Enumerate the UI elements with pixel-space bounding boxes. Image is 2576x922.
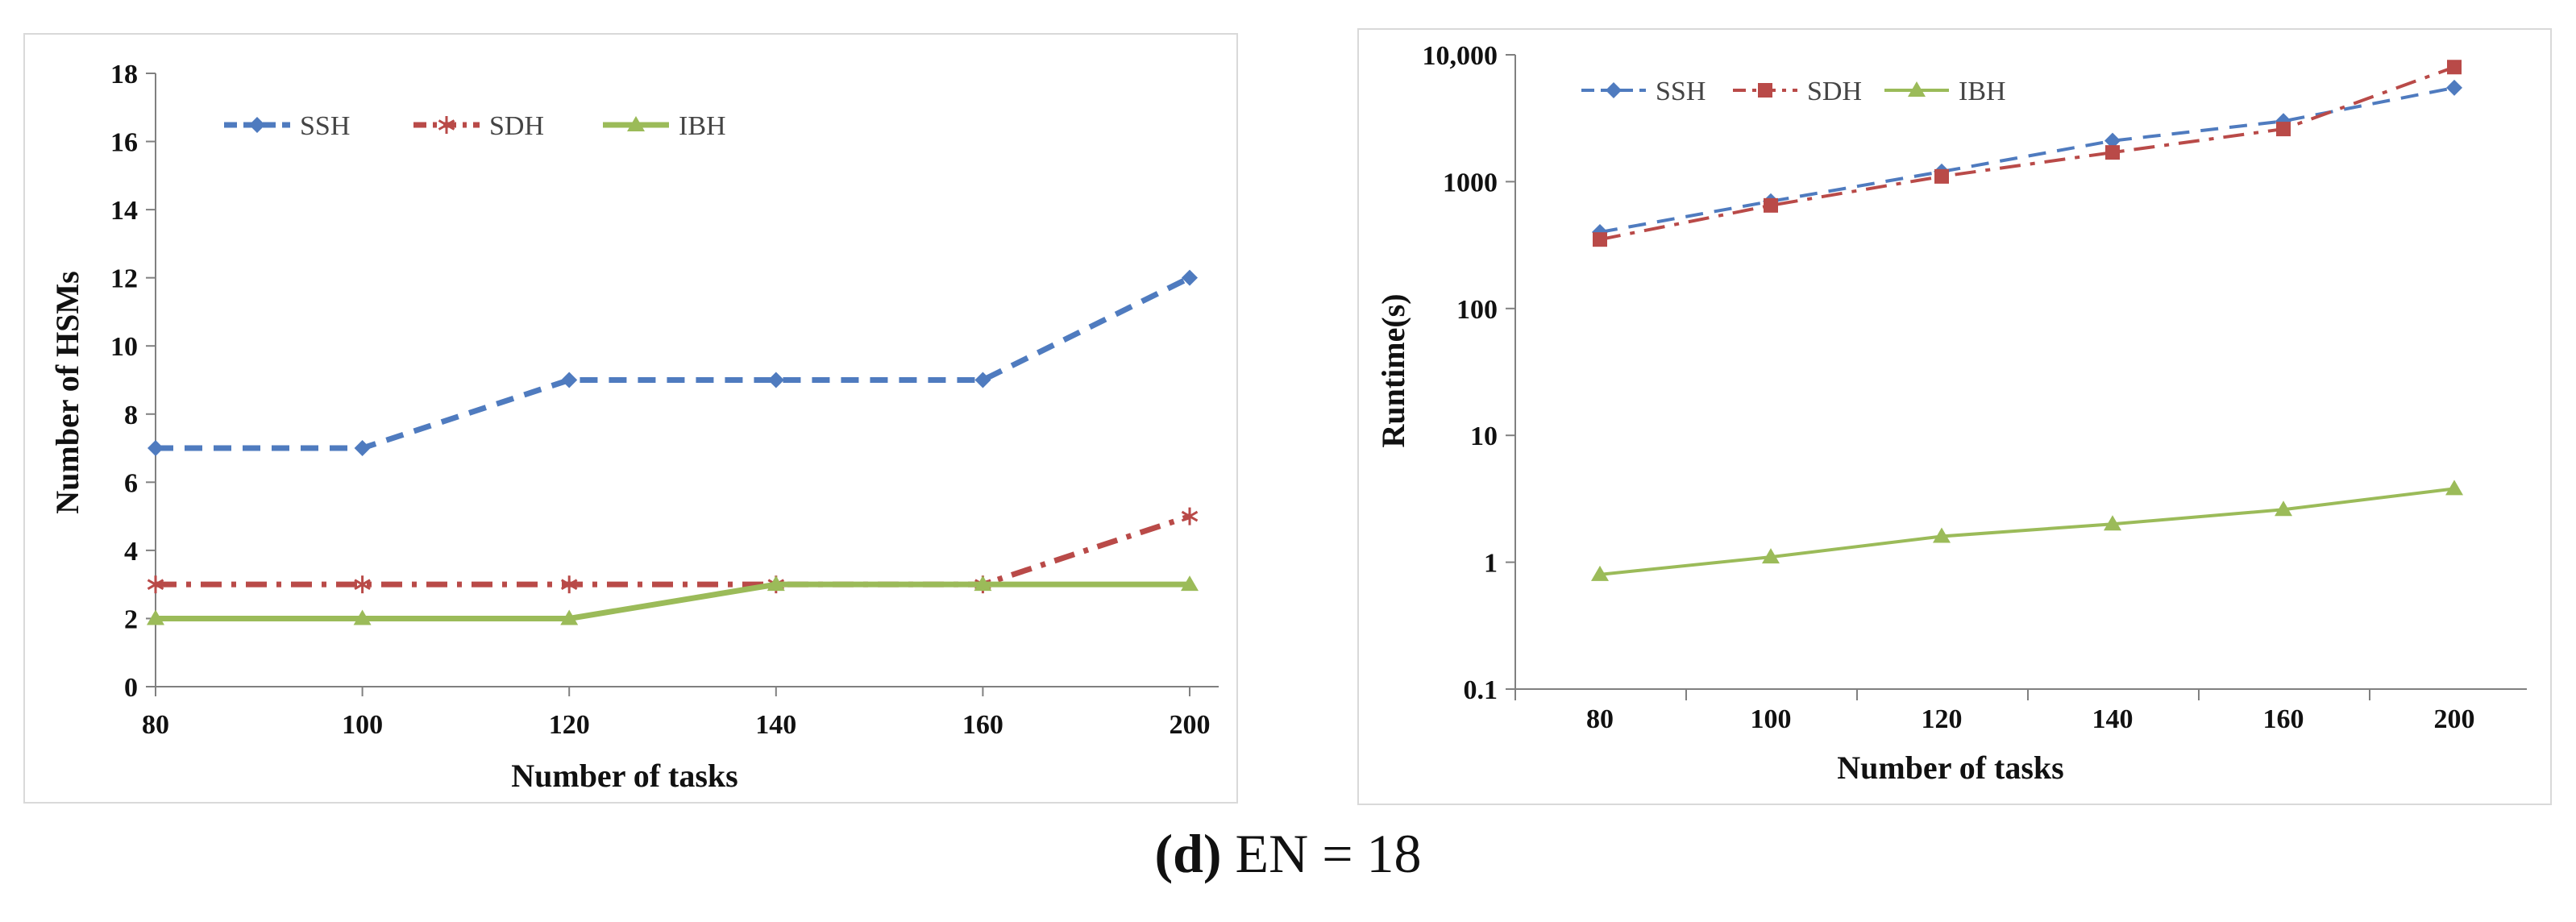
series-ibh-point bbox=[2104, 515, 2121, 531]
chart-frame bbox=[1357, 28, 2552, 805]
caption-text: EN = 18 bbox=[1235, 823, 1422, 884]
x-axis-title: Number of tasks bbox=[511, 758, 738, 794]
y-tick-label: 1000 bbox=[1443, 168, 1498, 197]
y-tick-label: 100 bbox=[1456, 295, 1498, 325]
series-ssh-point bbox=[147, 440, 164, 457]
series-ibh-point bbox=[974, 575, 992, 592]
legend-sdh-marker bbox=[1758, 83, 1772, 98]
y-tick-label: 0.1 bbox=[1464, 675, 1498, 705]
series-ssh-point bbox=[2104, 132, 2121, 149]
series-sdh-point bbox=[354, 575, 371, 594]
y-tick-label: 10 bbox=[110, 332, 138, 362]
series-ibh-point bbox=[767, 575, 785, 592]
legend-sdh-label: SDH bbox=[489, 111, 544, 141]
x-tick-label: 140 bbox=[755, 710, 796, 740]
caption-label: (d) bbox=[1154, 823, 1222, 884]
legend-ibh-marker bbox=[627, 116, 645, 131]
y-tick-label: 12 bbox=[110, 264, 138, 294]
legend-ssh-marker bbox=[249, 117, 265, 133]
series-sdh-line bbox=[156, 513, 1191, 588]
x-tick-label: 120 bbox=[1922, 704, 1963, 734]
series-ibh-point bbox=[2445, 480, 2463, 496]
series-ssh-point bbox=[2446, 79, 2462, 96]
y-tick-label: 6 bbox=[124, 468, 138, 498]
x-tick-label: 80 bbox=[142, 710, 169, 740]
y-tick-label: 16 bbox=[110, 128, 138, 158]
legend-ssh-marker bbox=[1606, 82, 1622, 98]
series-ibh-point bbox=[1181, 575, 1199, 592]
series-ssh-line bbox=[1599, 85, 2455, 235]
y-tick-label: 4 bbox=[124, 537, 138, 567]
series-ibh-point bbox=[1933, 527, 1951, 543]
series-ibh-point bbox=[1591, 565, 1609, 581]
x-tick-label: 200 bbox=[1170, 710, 1211, 740]
legend-ssh-label: SSH bbox=[300, 111, 350, 141]
figure-caption: (d) EN = 18 bbox=[0, 822, 2576, 886]
series-ssh-point bbox=[1182, 269, 1198, 286]
y-tick-label: 10,000 bbox=[1423, 41, 1498, 71]
y-tick-label: 18 bbox=[110, 60, 138, 89]
y-tick-label: 10 bbox=[1470, 422, 1498, 451]
x-tick-label: 160 bbox=[962, 710, 1003, 740]
series-ibh-line bbox=[156, 581, 1190, 621]
series-ssh-point bbox=[354, 440, 371, 457]
y-tick-label: 1 bbox=[1484, 549, 1498, 579]
legend-ssh-label: SSH bbox=[1656, 77, 1706, 106]
series-ibh-point bbox=[353, 609, 372, 625]
x-tick-label: 140 bbox=[2092, 704, 2134, 734]
x-tick-label: 120 bbox=[549, 710, 590, 740]
y-axis-title: Runtime(s) bbox=[1375, 293, 1411, 447]
legend-ibh-label: IBH bbox=[679, 111, 726, 141]
series-ssh-point bbox=[974, 372, 991, 388]
series-ssh-point bbox=[561, 372, 578, 388]
legend-sdh-marker bbox=[438, 116, 455, 134]
series-sdh-point bbox=[1593, 232, 1607, 247]
y-tick-label: 8 bbox=[124, 401, 138, 430]
series-sdh-point bbox=[2276, 122, 2291, 137]
series-ssh-line bbox=[156, 275, 1191, 451]
series-sdh-point bbox=[147, 575, 164, 594]
series-ssh-point bbox=[767, 372, 784, 388]
x-tick-label: 100 bbox=[1751, 704, 1792, 734]
x-axis-title: Number of tasks bbox=[1837, 750, 2064, 786]
series-sdh-point bbox=[2447, 60, 2462, 75]
series-sdh-point bbox=[1181, 507, 1199, 525]
y-axis-title: Number of HSMs bbox=[49, 271, 85, 513]
y-tick-label: 2 bbox=[124, 604, 138, 634]
legend-ibh-marker bbox=[1908, 81, 1926, 97]
chart-frame bbox=[23, 33, 1238, 804]
series-sdh-point bbox=[1934, 168, 1949, 184]
series-ibh-point bbox=[1762, 548, 1780, 564]
y-tick-label: 14 bbox=[110, 196, 138, 226]
legend-sdh-label: SDH bbox=[1807, 77, 1862, 106]
series-sdh-point bbox=[2105, 145, 2120, 160]
series-ibh-point bbox=[560, 609, 579, 625]
x-tick-label: 80 bbox=[1586, 704, 1614, 734]
legend-ibh-label: IBH bbox=[1959, 77, 2006, 106]
series-ibh-point bbox=[147, 609, 164, 625]
series-sdh-point bbox=[1764, 197, 1778, 213]
series-sdh-point bbox=[560, 575, 578, 594]
x-tick-label: 200 bbox=[2434, 704, 2475, 734]
x-tick-label: 160 bbox=[2263, 704, 2304, 734]
series-sdh-line bbox=[1599, 65, 2455, 242]
series-ibh-point bbox=[2275, 500, 2292, 517]
x-tick-label: 100 bbox=[342, 710, 383, 740]
y-tick-label: 0 bbox=[124, 673, 138, 703]
series-ibh-line bbox=[1599, 487, 2455, 576]
